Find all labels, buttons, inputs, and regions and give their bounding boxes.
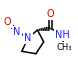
Text: O: O [47, 9, 55, 19]
Text: CH₃: CH₃ [56, 43, 72, 52]
Text: NH: NH [55, 30, 70, 40]
Text: N: N [24, 33, 32, 43]
Text: N: N [13, 27, 21, 37]
Text: O: O [4, 17, 12, 27]
